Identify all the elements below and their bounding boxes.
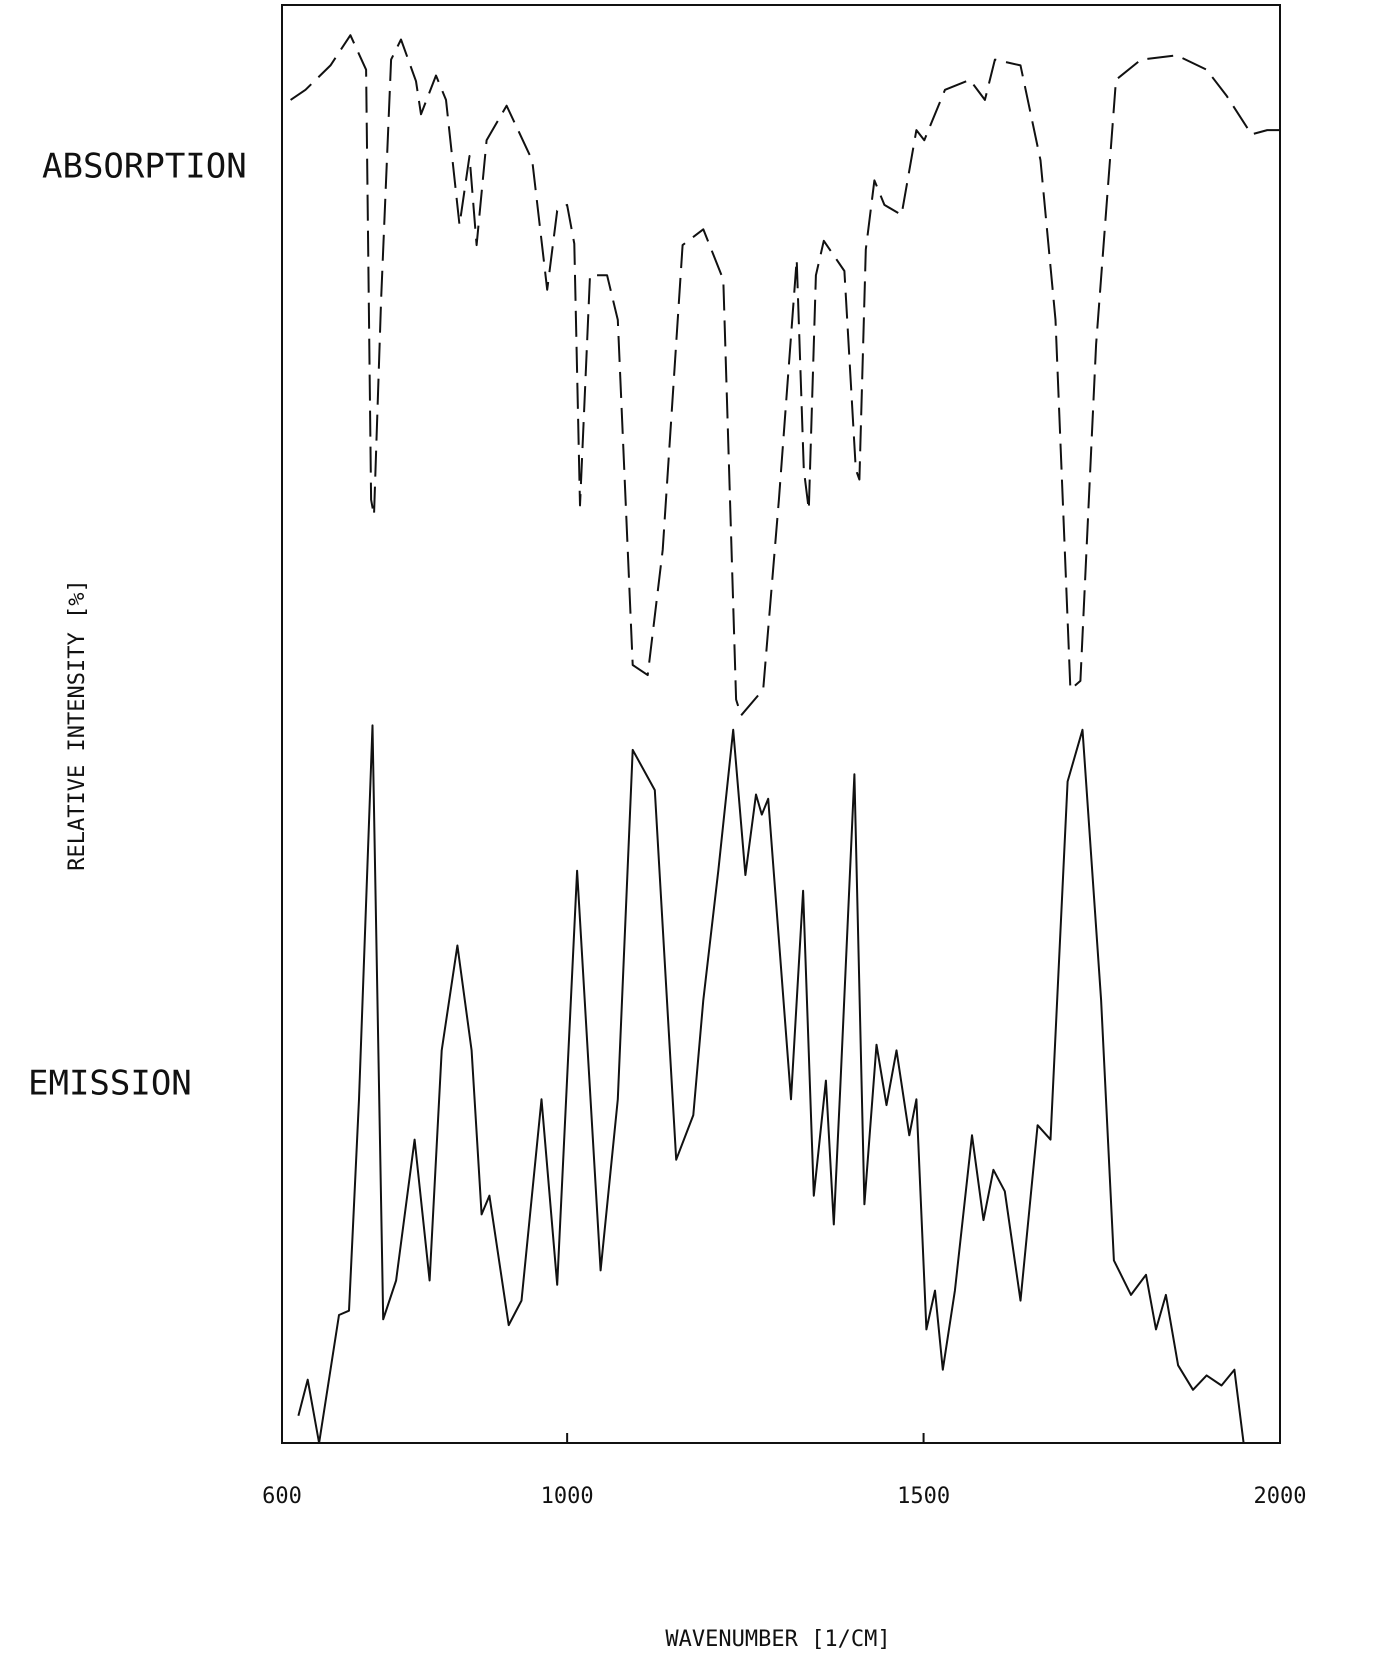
annotation: EMISSION xyxy=(28,1064,192,1104)
x-tick-label: 1500 xyxy=(897,1484,950,1509)
spectrum-line xyxy=(297,724,1245,1444)
x-tick-label: 1000 xyxy=(541,1484,594,1509)
x-tick-label: 600 xyxy=(262,1484,302,1509)
y-axis-label: RELATIVE INTENSITY [%] xyxy=(65,579,90,870)
plot-frame xyxy=(281,4,1281,1444)
x-axis-label: WAVENUMBER [1/CM] xyxy=(665,1627,890,1652)
x-tick-label: 2000 xyxy=(1254,1484,1307,1509)
spectrum-line xyxy=(290,34,1280,717)
annotation: ABSORPTION xyxy=(42,147,247,187)
